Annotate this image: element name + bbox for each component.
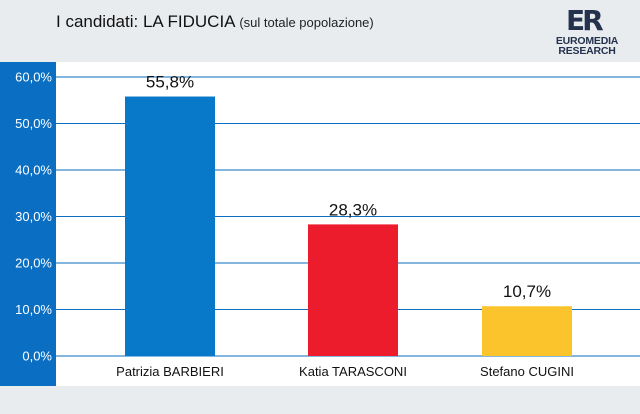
y-tick-label: 30,0% [15,209,52,224]
x-category-label: Katia TARASCONI [299,364,407,379]
bar-2 [308,224,398,356]
data-label: 55,8% [146,73,194,92]
bar-3 [482,306,572,356]
logo-line-2: RESEARCH [558,45,616,57]
chart-subtitle: (sul totale popolazione) [239,15,374,30]
x-category-label: Stefano CUGINI [480,364,574,379]
y-tick-label: 0,0% [22,349,52,364]
bar-1 [125,96,215,356]
chart-title-main: I candidati: LA FIDUCIA [56,12,235,31]
logo-line-1: EUROMEDIA [555,35,619,47]
y-tick-label: 60,0% [15,70,52,85]
y-tick-label: 10,0% [15,302,52,317]
y-tick-label: 40,0% [15,163,52,178]
chart-title: I candidati: LA FIDUCIA (sul totale popo… [56,12,374,32]
y-tick-label: 20,0% [15,256,52,271]
data-label: 10,7% [503,282,551,301]
data-label: 28,3% [329,200,377,219]
x-category-label: Patrizia BARBIERI [116,364,224,379]
logo-mark: ER [566,4,604,37]
euromedia-logo: ER EUROMEDIA RESEARCH [540,4,634,58]
y-axis-strip [0,62,56,386]
y-tick-label: 50,0% [15,116,52,131]
